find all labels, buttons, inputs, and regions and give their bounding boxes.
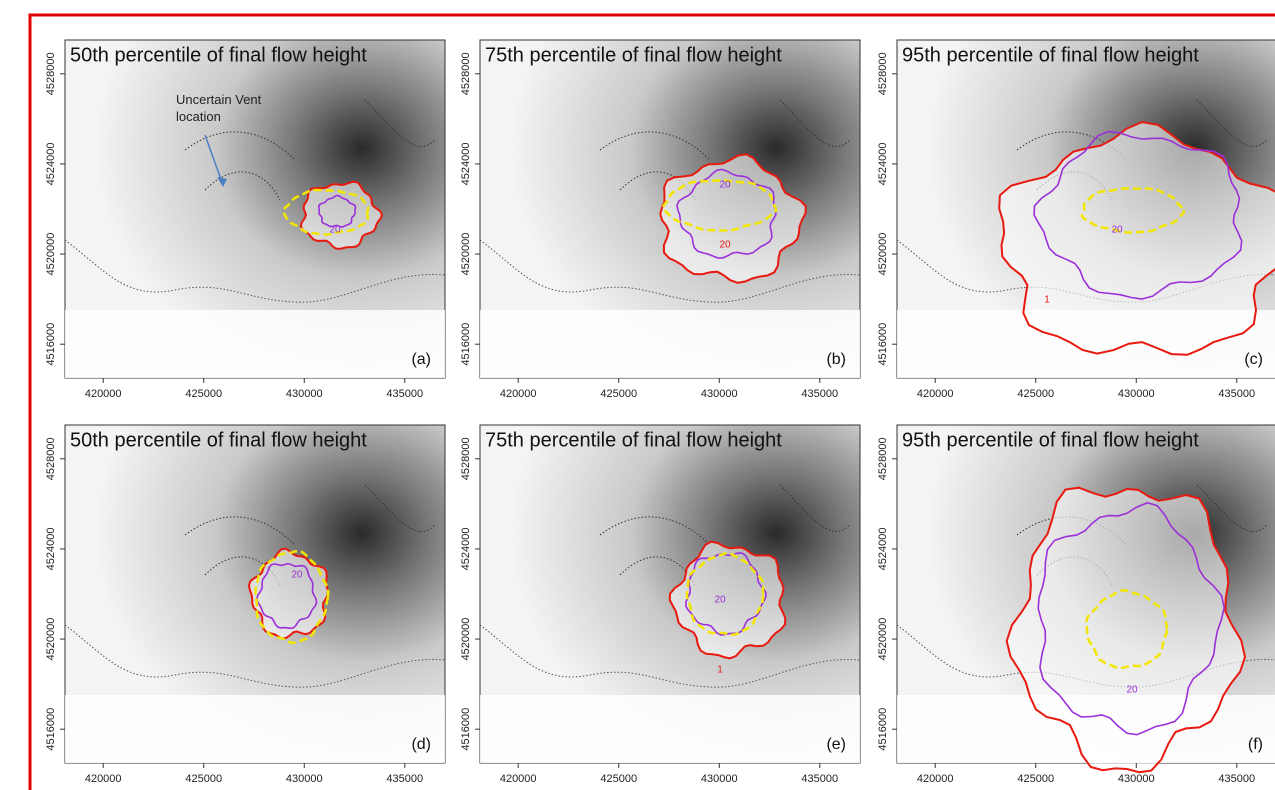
y-tick-label: 4516000 (877, 708, 889, 751)
sea (65, 310, 445, 378)
panel-title: 75th percentile of final flow height (485, 44, 782, 66)
panel-label: (d) (411, 736, 431, 753)
y-tick-label: 4520000 (877, 233, 889, 276)
x-tick-label: 425000 (185, 773, 222, 785)
map-panel: 20 1 75th percentile of final flow height (… (460, 425, 860, 785)
x-tick-label: 430000 (286, 388, 323, 400)
y-tick-label: 4520000 (877, 618, 889, 661)
y-tick-label: 4528000 (460, 52, 472, 95)
y-tick-label: 4524000 (877, 528, 889, 571)
x-tick-label: 425000 (1017, 773, 1054, 785)
panel-label: (a) (411, 351, 431, 368)
annotation: Uncertain Vent location (176, 91, 281, 125)
y-tick-label: 4520000 (460, 233, 472, 276)
x-tick-label: 430000 (701, 388, 738, 400)
x-tick-label: 430000 (286, 773, 323, 785)
panel-label: (f) (1248, 736, 1263, 753)
contour-label: 20 (719, 180, 731, 191)
y-tick-label: 4516000 (45, 708, 57, 751)
y-tick-label: 4528000 (460, 437, 472, 480)
x-tick-label: 420000 (500, 388, 537, 400)
y-tick-label: 4528000 (877, 52, 889, 95)
x-tick-label: 430000 (701, 773, 738, 785)
contour-label: 20 (719, 240, 731, 251)
y-tick-label: 4528000 (45, 437, 57, 480)
y-tick-label: 4524000 (877, 143, 889, 186)
map-panel: 20 50th percentile of final flow height (d… (45, 425, 445, 785)
panel-title: 95th percentile of final flow height (902, 44, 1199, 66)
panel-title: 95th percentile of final flow height (902, 429, 1199, 451)
contour-label: 1 (1044, 295, 1050, 306)
contour-label: 20 (1111, 225, 1123, 236)
x-tick-label: 425000 (1017, 388, 1054, 400)
panel-label: (e) (826, 736, 846, 753)
x-tick-label: 435000 (386, 773, 423, 785)
y-tick-label: 4520000 (45, 618, 57, 661)
x-tick-label: 420000 (85, 773, 122, 785)
x-tick-label: 435000 (801, 388, 838, 400)
x-tick-label: 425000 (185, 388, 222, 400)
x-tick-label: 430000 (1118, 773, 1155, 785)
y-tick-label: 4528000 (45, 52, 57, 95)
y-tick-label: 4516000 (460, 323, 472, 366)
x-tick-label: 435000 (1218, 388, 1255, 400)
x-tick-label: 435000 (1218, 773, 1255, 785)
panel-label: (b) (826, 351, 846, 368)
panel-title: 50th percentile of final flow height (70, 44, 367, 66)
x-tick-label: 425000 (600, 388, 637, 400)
panel-title: 50th percentile of final flow height (70, 429, 367, 451)
x-tick-label: 435000 (801, 773, 838, 785)
y-tick-label: 4516000 (460, 708, 472, 751)
x-tick-label: 430000 (1118, 388, 1155, 400)
x-tick-label: 425000 (600, 773, 637, 785)
contour-label: 20 (329, 225, 341, 236)
y-tick-label: 4516000 (45, 323, 57, 366)
y-tick-label: 4524000 (460, 143, 472, 186)
y-tick-label: 4528000 (877, 437, 889, 480)
map-panel: 20 1 95th percentile of final flow height (… (877, 40, 1275, 400)
sea (480, 695, 860, 763)
y-tick-label: 4524000 (460, 528, 472, 571)
panel-label: (c) (1244, 351, 1263, 368)
map-panel: 20 95th percentile of final flow height (f… (877, 425, 1275, 785)
x-tick-label: 420000 (917, 388, 954, 400)
y-tick-label: 4524000 (45, 528, 57, 571)
y-tick-label: 4520000 (460, 618, 472, 661)
y-tick-label: 4520000 (45, 233, 57, 276)
x-tick-label: 420000 (85, 388, 122, 400)
x-tick-label: 420000 (917, 773, 954, 785)
contour-label: 20 (1126, 685, 1138, 696)
sea (65, 695, 445, 763)
contour-label: 20 (714, 595, 726, 606)
figure: 20 50th percentile of final flow height (a… (0, 0, 1275, 790)
map-panel: 20 20 75th percentile of final flow height… (460, 40, 860, 400)
y-tick-label: 4516000 (877, 323, 889, 366)
contour-label: 1 (717, 665, 723, 676)
sea (480, 310, 860, 378)
x-tick-label: 420000 (500, 773, 537, 785)
x-tick-label: 435000 (386, 388, 423, 400)
contour-label: 20 (291, 570, 303, 581)
panel-title: 75th percentile of final flow height (485, 429, 782, 451)
y-tick-label: 4524000 (45, 143, 57, 186)
